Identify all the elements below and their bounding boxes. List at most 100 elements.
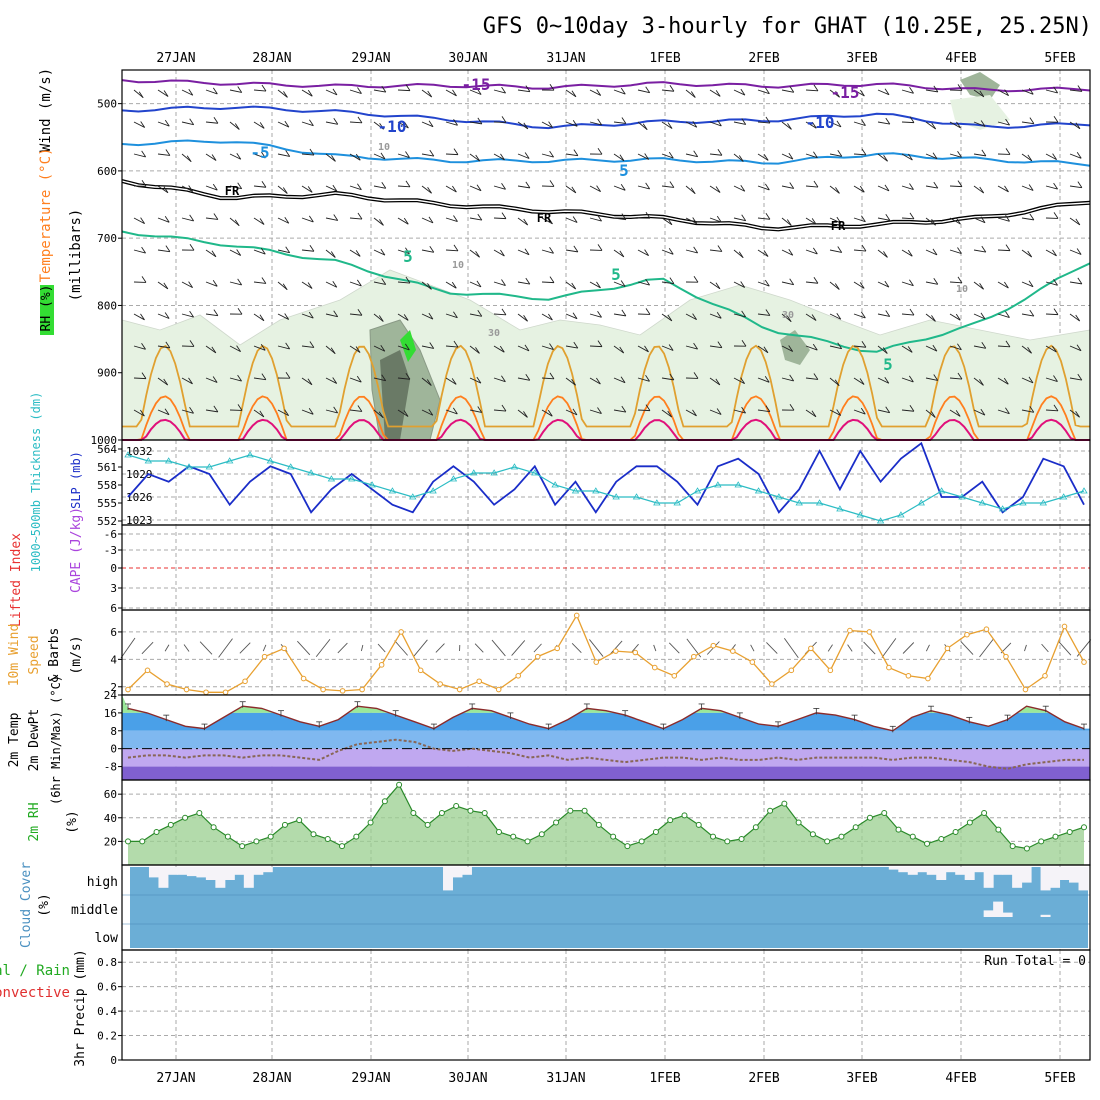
wind-barb-flag [284, 313, 290, 320]
thickness-point [917, 499, 925, 506]
wind-barb-flag [1005, 215, 1010, 222]
wind-barb [421, 281, 432, 290]
wind-barb [349, 377, 362, 383]
wind-barb [661, 89, 674, 92]
wind-barb-flag [140, 121, 146, 128]
wind-barb-flag [885, 406, 891, 413]
wind-barb-flag [979, 90, 985, 98]
wind-barb [973, 153, 986, 157]
rh-point [724, 838, 731, 845]
axis-label: Speed [27, 635, 42, 674]
wind-barb-flag [597, 311, 602, 318]
wind-barb-flag [620, 280, 626, 287]
high-cloud-bar [907, 867, 918, 875]
wind-barb [997, 89, 1009, 97]
wind-barb [421, 217, 434, 224]
wind-barb-flag [956, 217, 961, 225]
wind-barb-flag [332, 377, 338, 384]
wind-barb [205, 377, 218, 383]
wind-barb-flag [931, 315, 936, 322]
wind-barb [1021, 377, 1034, 384]
wind-barb-flag [1028, 88, 1034, 95]
rh-point [652, 828, 659, 835]
rh-point [125, 838, 131, 845]
isotherm-m10 [121, 105, 1091, 130]
thickness-point [978, 499, 987, 506]
high-cloud-bar [1040, 867, 1051, 891]
wind-barb-flag [835, 187, 840, 194]
wind-barb [757, 89, 770, 95]
wind-barb [205, 89, 218, 95]
wind-barb-flag [164, 119, 170, 127]
wind-barb [901, 217, 915, 220]
thickness-point [368, 481, 376, 488]
axis-label: SLP (mb) [69, 451, 83, 509]
precip-convective-label: Convective [0, 985, 70, 1001]
wind-barb-flag [786, 315, 792, 322]
wind-barb-flag [860, 311, 866, 319]
wind-barb-flag [979, 379, 984, 386]
wind-barb [565, 185, 577, 194]
wind-barb [517, 217, 528, 226]
wind-barb [277, 281, 288, 291]
rh-point [553, 819, 560, 826]
wind-barb [277, 217, 289, 224]
wind-barb [517, 409, 528, 418]
wind-barb [925, 377, 938, 381]
wind-barb [781, 313, 792, 323]
wind-barb-flag [357, 405, 363, 412]
thickness-point [1080, 487, 1088, 494]
wind-barb [397, 89, 411, 92]
wind-barb-flag [380, 248, 386, 256]
thickness-point [205, 463, 214, 470]
wind-barb [421, 345, 434, 349]
wind-barb [709, 249, 722, 252]
wind-barb-flag [979, 282, 984, 290]
wind-barb [829, 153, 842, 157]
y-tick-label: 24 [104, 689, 118, 702]
wind-barb [1045, 345, 1057, 353]
wind-barb [277, 153, 290, 157]
wind-barb [301, 281, 313, 289]
wind-barb [181, 409, 194, 414]
wind-barb-flag [764, 376, 770, 383]
high-cloud-bar [983, 867, 994, 888]
wind-barb [445, 89, 457, 97]
surface-wind-barb [474, 643, 484, 653]
surface-wind-barb [377, 643, 386, 653]
wind-barb-flag [357, 212, 363, 220]
wind-barb [445, 121, 458, 126]
wind-barb-flag [284, 120, 290, 128]
surface-wind-barb [750, 644, 755, 652]
wind-barb [925, 345, 938, 352]
high-cloud-bar [888, 867, 899, 870]
wind-barb [277, 313, 289, 320]
wind-barb-flag [861, 244, 867, 252]
y-tick-label: 0.4 [97, 1005, 117, 1018]
wind-barb-flag [883, 154, 888, 162]
wind-barb-flag [477, 310, 483, 317]
wind-barb-flag [379, 219, 384, 226]
wind-barb [973, 185, 984, 194]
mid-cloud-bar [993, 901, 1004, 917]
date-label: 27JAN [156, 1071, 195, 1086]
thickness-point [836, 505, 844, 512]
wind-barb [829, 121, 842, 128]
wind-barb-flag [451, 378, 457, 385]
contour-label: FR [225, 184, 240, 198]
wind-barb-flag [548, 313, 553, 321]
y-tick-label: 6 [110, 602, 117, 615]
wind-barb-flag [427, 283, 432, 290]
wind-barb [709, 153, 722, 156]
thickness-point [388, 487, 397, 494]
high-cloud-bar [186, 867, 197, 877]
temp-mask [122, 695, 1090, 731]
wind-barb [877, 249, 888, 258]
wind-barb-flag [549, 83, 555, 91]
wind-barb-flag [979, 186, 985, 194]
wind-barb-flag [452, 407, 458, 415]
wind-barb-flag [163, 186, 169, 193]
wind-barb [829, 377, 840, 387]
wind-barb-flag [141, 372, 147, 379]
rh-point [438, 810, 445, 817]
